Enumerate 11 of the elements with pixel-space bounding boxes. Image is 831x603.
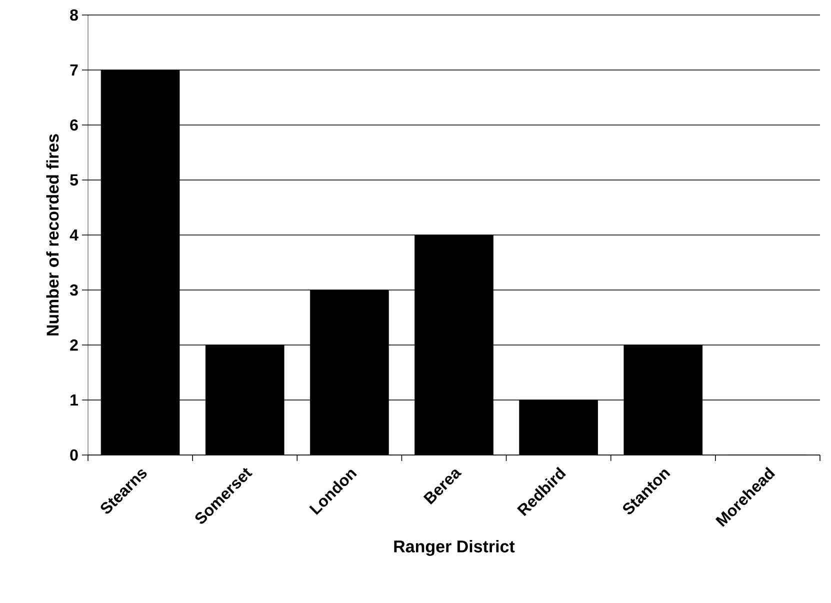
y-tick-label: 8: [70, 9, 78, 21]
y-tick-label: 3: [70, 284, 78, 296]
y-tick-label: 1: [70, 394, 78, 406]
y-tick-label: 6: [70, 119, 78, 131]
y-tick-label: 0: [70, 449, 78, 461]
y-tick-label: 5: [70, 174, 78, 186]
y-tick-label: 2: [70, 339, 78, 351]
x-axis-title: Ranger District: [394, 540, 515, 556]
y-tick-label: 7: [70, 64, 78, 76]
y-axis-title: Number of recorded fires: [46, 134, 59, 336]
y-tick-label: 4: [70, 229, 78, 240]
